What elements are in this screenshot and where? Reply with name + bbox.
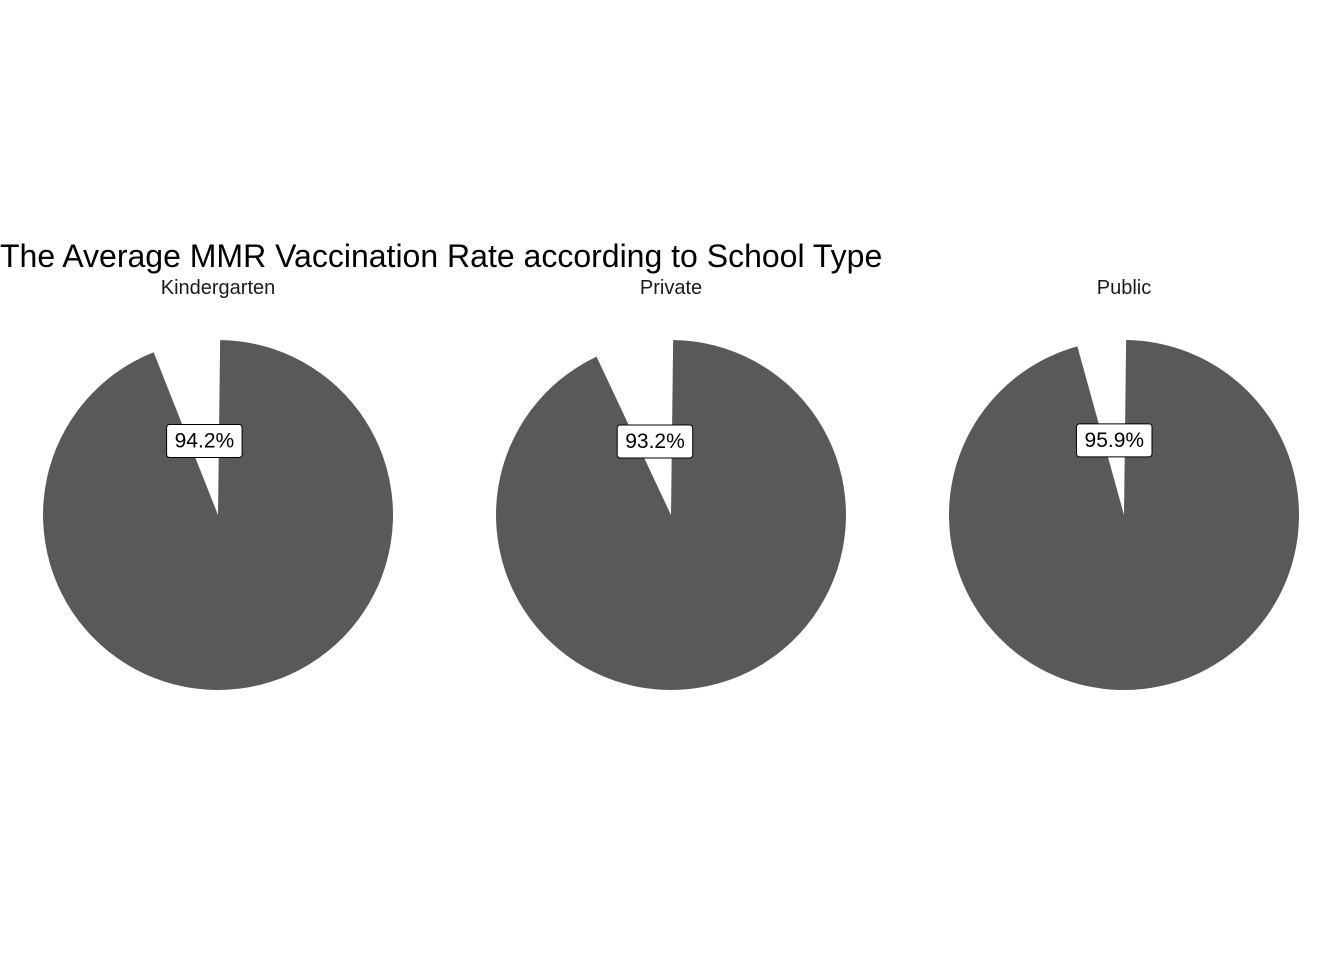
facet-panel-kindergarten: Kindergarten 94.2% (43, 277, 394, 690)
data-label-text: 95.9% (1085, 429, 1145, 452)
data-label: 95.9% (1076, 423, 1153, 458)
chart-title: The Average MMR Vaccination Rate accordi… (0, 238, 882, 274)
data-label-text: 94.2% (175, 430, 235, 453)
data-label-box (1076, 423, 1153, 458)
facet-label: Public (1097, 277, 1151, 299)
facet-panels: Kindergarten 94.2% Private 93.2% Public 95.9% (43, 277, 1300, 690)
data-label-box (616, 424, 694, 459)
pie-slice-vaccinated (496, 340, 847, 690)
facet-label: Kindergarten (161, 277, 276, 299)
data-label-text: 93.2% (625, 430, 685, 453)
pie-slice-vaccinated (43, 340, 394, 690)
data-label: 93.2% (616, 424, 694, 459)
facet-panel-private: Private 93.2% (496, 277, 847, 690)
pie-slice-vaccinated (949, 340, 1300, 690)
facet-panel-public: Public 95.9% (949, 277, 1300, 690)
data-label-box (166, 424, 243, 458)
facet-label: Private (640, 277, 702, 299)
data-label: 94.2% (166, 424, 243, 458)
